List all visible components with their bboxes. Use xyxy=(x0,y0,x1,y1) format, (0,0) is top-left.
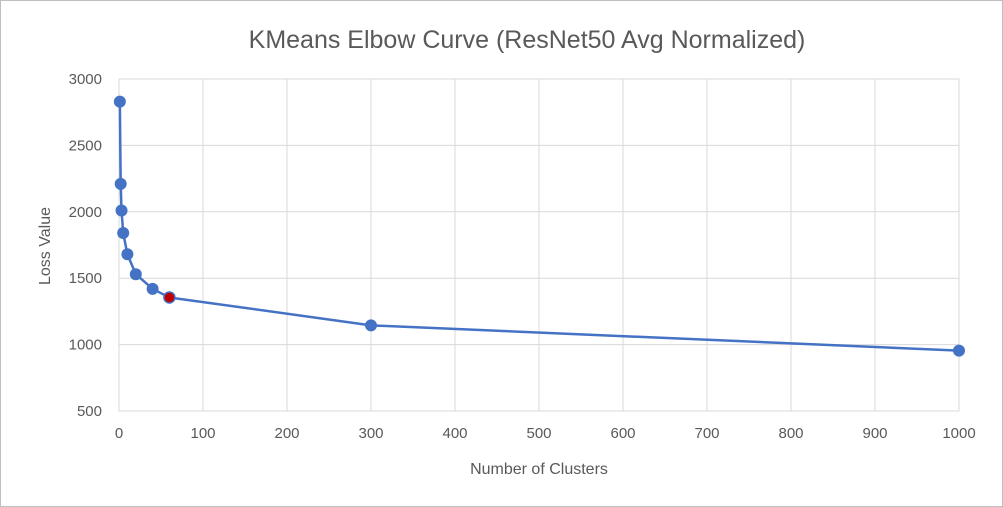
chart-title: KMeans Elbow Curve (ResNet50 Avg Normali… xyxy=(249,26,806,54)
x-tick-label: 100 xyxy=(190,425,215,442)
data-point xyxy=(365,319,377,332)
data-point xyxy=(129,268,142,281)
y-tick-label: 2500 xyxy=(69,137,102,154)
x-tick-label: 200 xyxy=(274,425,299,442)
x-tick-label: 700 xyxy=(694,425,719,442)
tick-labels: 0 100 200 300 400 500 600 700 800 900 1000 500 1000 1… xyxy=(69,71,976,442)
y-tick-label: 500 xyxy=(77,403,102,420)
y-tick-label: 1500 xyxy=(69,270,102,287)
x-tick-label: 900 xyxy=(862,425,887,442)
x-tick-label: 300 xyxy=(358,425,383,442)
y-axis-title: Loss Value xyxy=(37,207,54,285)
x-tick-label: 600 xyxy=(610,425,635,442)
x-tick-label: 400 xyxy=(442,425,467,442)
series-line xyxy=(118,101,960,352)
data-point xyxy=(114,177,127,190)
x-tick-label: 800 xyxy=(778,425,803,442)
grid-lines xyxy=(118,78,960,412)
x-tick-label: 1000 xyxy=(942,425,975,442)
y-tick-label: 2000 xyxy=(69,204,102,221)
data-point xyxy=(146,282,159,295)
x-axis-title: Number of Clusters xyxy=(470,461,608,478)
data-point-highlighted xyxy=(163,291,176,304)
data-point xyxy=(113,95,126,108)
series-loss xyxy=(113,95,965,357)
y-tick-label: 3000 xyxy=(69,71,102,88)
x-tick-label: 0 xyxy=(115,425,123,442)
y-tick-label: 1000 xyxy=(69,337,102,354)
data-point xyxy=(121,248,134,261)
data-point xyxy=(115,204,128,217)
data-point xyxy=(953,344,965,357)
x-tick-label: 500 xyxy=(526,425,551,442)
data-point xyxy=(117,227,130,240)
